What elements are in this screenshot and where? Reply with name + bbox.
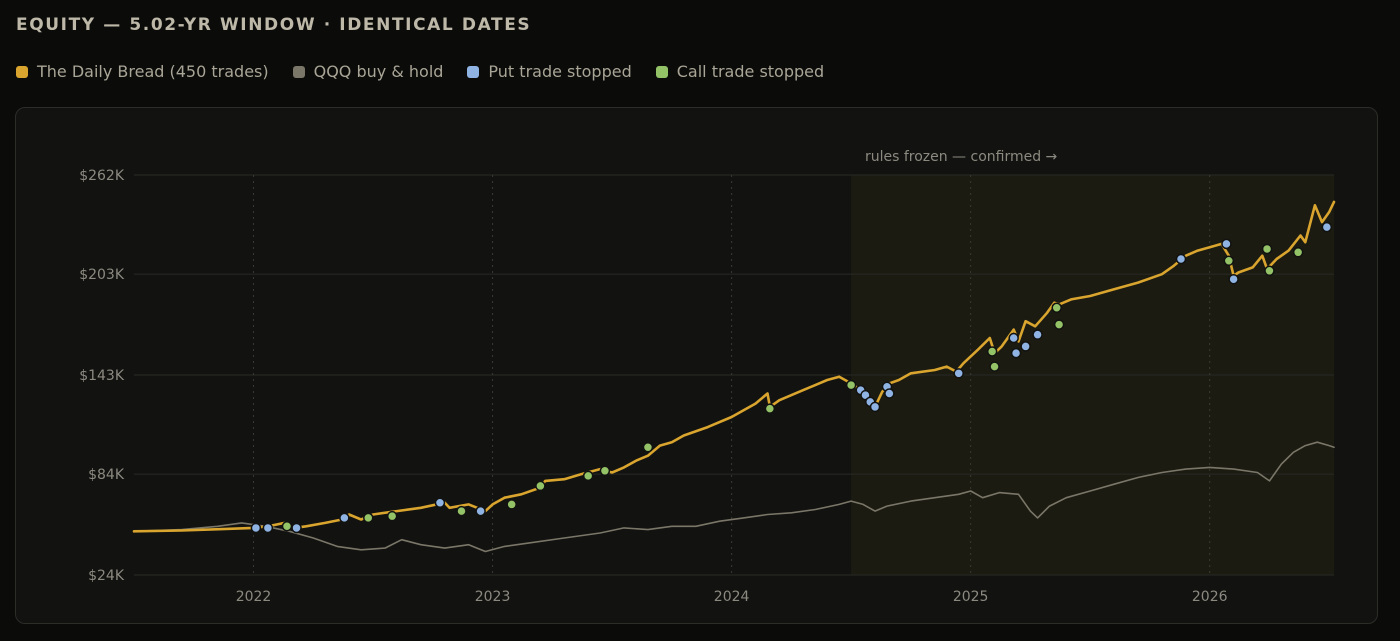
put-stopped-marker bbox=[262, 522, 274, 534]
put-stopped-marker bbox=[953, 368, 964, 379]
legend-swatch-qqq bbox=[292, 65, 305, 78]
legend-swatch-put-stopped bbox=[467, 65, 480, 78]
y-tick-label: $262K bbox=[79, 168, 125, 184]
call-stopped-marker bbox=[642, 442, 654, 453]
call-stopped-marker bbox=[1223, 255, 1235, 266]
call-stopped-marker bbox=[845, 379, 857, 391]
legend-item-put-stopped: Put trade stopped bbox=[467, 62, 632, 81]
rules-frozen-label: rules frozen — confirmed → bbox=[865, 149, 1058, 165]
put-stopped-marker bbox=[1321, 221, 1333, 233]
call-stopped-marker bbox=[1264, 265, 1275, 277]
put-stopped-marker bbox=[884, 388, 895, 399]
put-stopped-marker bbox=[291, 522, 302, 534]
x-tick-label: 2022 bbox=[236, 589, 272, 605]
put-stopped-marker bbox=[1020, 341, 1031, 352]
call-stopped-marker bbox=[764, 403, 776, 414]
call-stopped-marker bbox=[1053, 319, 1065, 330]
put-stopped-marker bbox=[339, 512, 350, 524]
put-stopped-marker bbox=[1175, 253, 1187, 265]
legend-label-qqq: QQQ buy & hold bbox=[313, 62, 444, 81]
put-stopped-marker bbox=[1008, 332, 1019, 344]
call-stopped-marker bbox=[386, 510, 398, 522]
chart-title: EQUITY — 5.02-YR WINDOW · IDENTICAL DATE… bbox=[16, 15, 532, 35]
legend-label-call-stopped: Call trade stopped bbox=[676, 62, 825, 81]
call-stopped-marker bbox=[281, 521, 293, 532]
legend-swatch-call-stopped bbox=[655, 65, 668, 78]
legend: The Daily Bread (450 trades) QQQ buy & h… bbox=[16, 62, 824, 81]
y-tick-label: $203K bbox=[79, 267, 125, 283]
call-stopped-marker bbox=[1261, 243, 1273, 255]
call-stopped-marker bbox=[535, 480, 546, 492]
call-stopped-marker bbox=[582, 470, 594, 482]
put-stopped-marker bbox=[434, 497, 446, 508]
call-stopped-marker bbox=[1051, 302, 1062, 314]
put-stopped-marker bbox=[1228, 273, 1239, 285]
legend-item-strategy: The Daily Bread (450 trades) bbox=[16, 62, 269, 81]
x-tick-label: 2026 bbox=[1192, 589, 1228, 605]
call-stopped-marker bbox=[1292, 247, 1304, 258]
y-tick-label: $84K bbox=[88, 467, 125, 483]
call-stopped-marker bbox=[506, 499, 517, 510]
legend-item-call-stopped: Call trade stopped bbox=[655, 62, 825, 81]
put-stopped-marker bbox=[1010, 347, 1022, 359]
call-stopped-marker bbox=[989, 361, 1000, 372]
y-tick-label: $24K bbox=[88, 568, 125, 584]
equity-chart: $24K $84K $143K $203K $262K 2022 2023 2024 2025 2… bbox=[79, 149, 1336, 605]
legend-label-put-stopped: Put trade stopped bbox=[488, 62, 632, 81]
put-stopped-marker bbox=[869, 401, 881, 413]
legend-swatch-strategy bbox=[16, 65, 28, 78]
legend-label-strategy: The Daily Bread (450 trades) bbox=[37, 62, 269, 81]
call-stopped-marker bbox=[363, 512, 374, 524]
qqq-equity-line bbox=[133, 441, 1335, 553]
put-stopped-marker bbox=[475, 505, 486, 517]
put-stopped-marker bbox=[1221, 238, 1232, 250]
put-stopped-marker bbox=[1032, 329, 1043, 340]
call-stopped-marker bbox=[599, 465, 611, 477]
put-stopped-marker bbox=[250, 522, 262, 534]
chart-panel: $24K $84K $143K $203K $262K 2022 2023 2024 2025 2… bbox=[15, 107, 1378, 624]
x-tick-label: 2024 bbox=[714, 589, 750, 605]
y-tick-label: $143K bbox=[79, 368, 125, 384]
call-stopped-marker bbox=[986, 346, 998, 357]
x-tick-label: 2025 bbox=[953, 589, 989, 605]
call-stopped-marker bbox=[456, 505, 467, 517]
legend-item-qqq: QQQ buy & hold bbox=[292, 62, 444, 81]
x-tick-label: 2023 bbox=[475, 589, 511, 605]
